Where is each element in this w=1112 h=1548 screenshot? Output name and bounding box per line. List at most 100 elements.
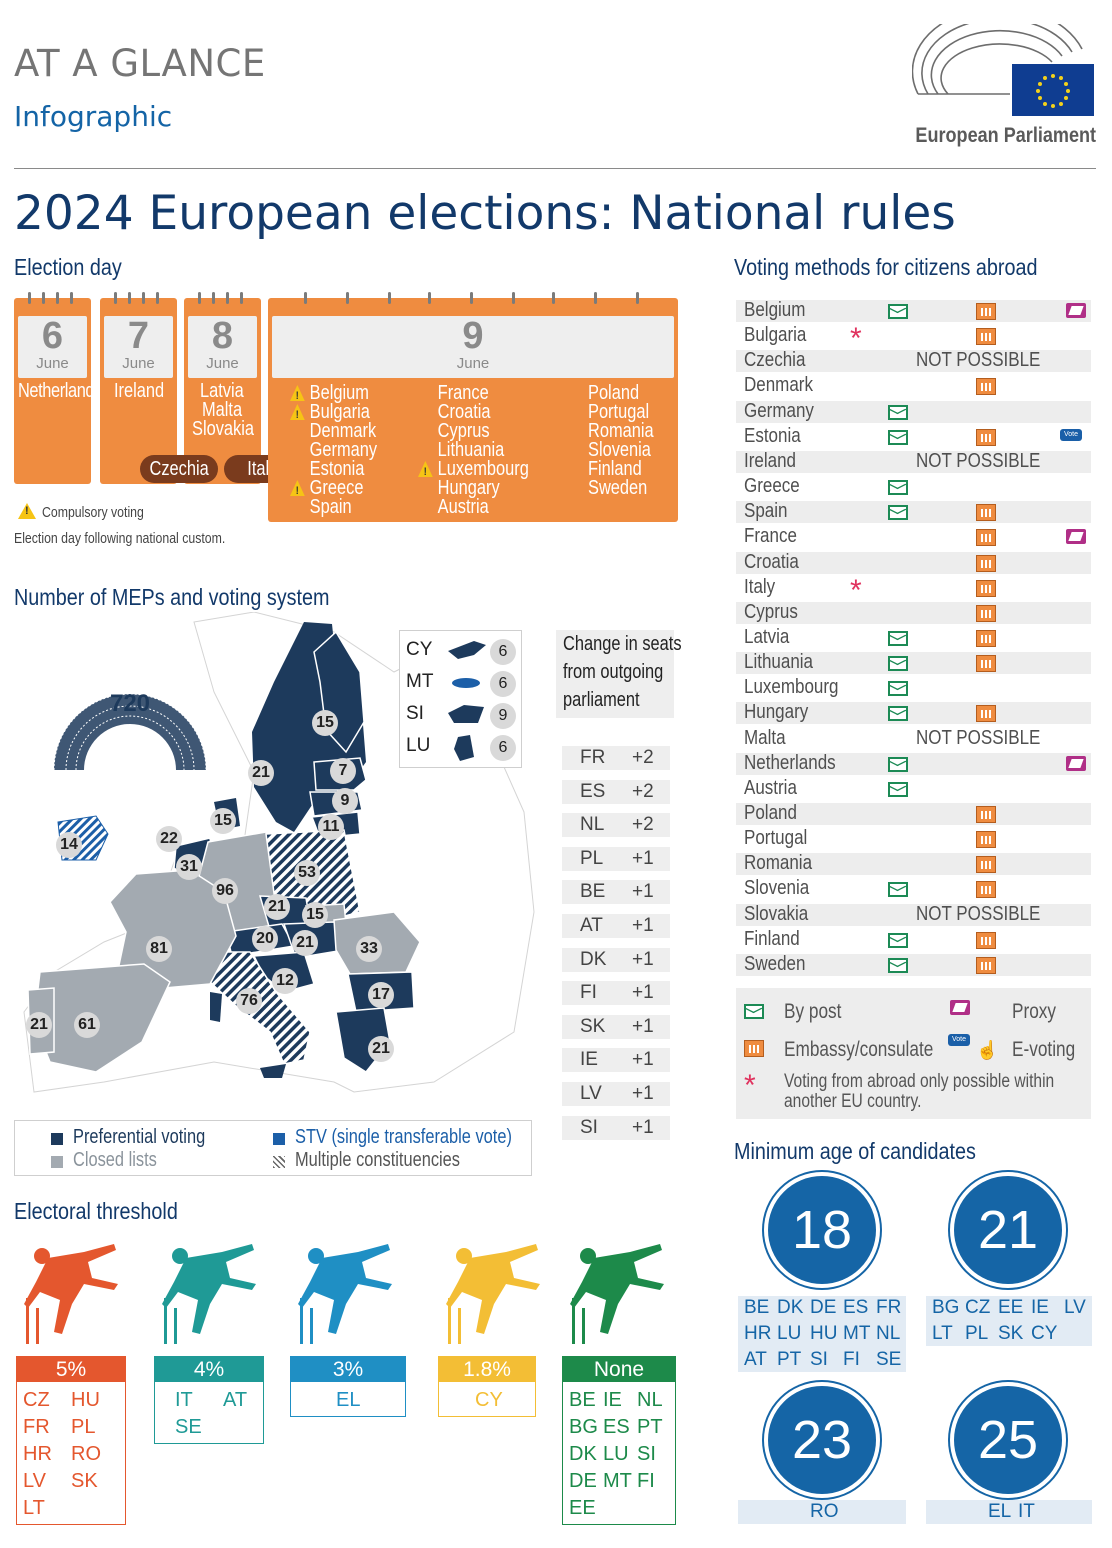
post-icon [888, 706, 908, 722]
country-name: Greece [744, 475, 800, 498]
country-name: France [744, 525, 797, 548]
post-icon [888, 781, 908, 797]
country-name: Slovenia [744, 877, 810, 900]
pointer-hand-icon: ☝ [976, 1040, 999, 1060]
country-name: Malta [202, 399, 243, 421]
seat-change-row: LV +1 [562, 1082, 670, 1106]
proxy-icon [1066, 303, 1086, 318]
country-name: Luxembourg [744, 676, 839, 699]
country-code: SI [810, 1349, 828, 1370]
eu-stars-icon [1036, 74, 1070, 108]
day-number: 7 [127, 315, 150, 357]
post-icon [888, 932, 908, 948]
mep-count: 11 [318, 814, 344, 840]
election-day-note: Election day following national custom. [14, 530, 226, 547]
voting-method-row: Luxembourg [736, 676, 1091, 700]
day-number: 6 [41, 315, 64, 357]
voting-method-row: Estonia Vote [736, 425, 1091, 448]
seat-change-value: +1 [632, 1015, 654, 1037]
legend-closed: Closed lists [73, 1149, 157, 1171]
post-icon [888, 756, 908, 772]
embassy-icon [976, 655, 996, 673]
seat-change-row: NL +2 [562, 813, 670, 838]
seat-change-code: PL [580, 847, 604, 869]
country-code: DE [569, 1470, 597, 1492]
proxy-icon [1066, 529, 1086, 545]
seat-change-code: DK [580, 948, 607, 970]
small-state-shapes [448, 641, 486, 761]
country-code: EL [336, 1389, 361, 1411]
calendar-day-9: 9 June Belgium Bulgaria Denmark Germany … [268, 292, 678, 522]
state-seats: 6 [490, 639, 516, 665]
country-code: IT [1018, 1501, 1035, 1522]
jumper-icon [22, 1238, 118, 1348]
post-icon [888, 304, 908, 319]
mep-count: 12 [272, 968, 298, 994]
mep-count: 96 [212, 878, 238, 904]
page-title: 2024 European elections: National rules [14, 186, 956, 241]
day9-col1: Belgium Bulgaria Denmark Germany Estonia… [290, 383, 396, 517]
meps-title: Number of MEPs and voting system [14, 584, 330, 610]
country-code: IE [1031, 1297, 1049, 1318]
proxy-icon [950, 1000, 970, 1015]
seat-change-value: +1 [632, 1083, 654, 1104]
proxy-icon [1066, 755, 1086, 771]
voting-method-row: Finland [736, 928, 1091, 951]
country-name: Bulgaria [744, 324, 807, 347]
seat-change-row: PL +1 [562, 846, 670, 871]
seat-change-code: LV [580, 1083, 602, 1104]
country-name: Cyprus [744, 600, 798, 623]
threshold-box: 1.8% CY [438, 1356, 536, 1417]
embassy-icon [976, 831, 996, 849]
region-france [109, 869, 237, 989]
mep-count: 14 [56, 832, 82, 858]
embassy-icon [744, 1040, 764, 1057]
country-name: Belgium [744, 299, 806, 321]
country-code: IT [175, 1389, 193, 1411]
country-code: NL [637, 1389, 663, 1411]
seat-change-value: +1 [632, 915, 654, 936]
warning-icon [18, 503, 36, 519]
country-code: MT [603, 1470, 632, 1492]
seat-change-value: +1 [632, 1049, 654, 1071]
country-code: AT [744, 1349, 767, 1370]
voting-method-row: Malta NOT POSSIBLE [736, 727, 1091, 750]
ep-logo: European Parliament [911, 6, 1096, 154]
seat-change-value: +1 [632, 881, 654, 903]
age-circle: 18 [768, 1176, 876, 1284]
voting-method-row: Sweden [736, 953, 1091, 976]
e-voting-icon: Vote [948, 1034, 970, 1046]
country-name: Germany [744, 399, 814, 422]
mep-count: 53 [294, 860, 320, 886]
embassy-icon [976, 956, 996, 974]
country-code: SK [71, 1470, 98, 1492]
country-name: Czechia [744, 349, 806, 372]
mep-count: 76 [236, 988, 262, 1014]
country-code: HR [744, 1323, 772, 1344]
threshold-label: 4% [155, 1357, 263, 1382]
embassy-icon [976, 303, 996, 320]
state-seats: 9 [490, 703, 516, 729]
country-name: Slovakia [192, 418, 254, 440]
legend-swatch [273, 1133, 285, 1145]
voting-method-row: Spain [736, 500, 1091, 524]
country-code: AT [223, 1389, 248, 1411]
post-icon [888, 630, 908, 646]
country-code: BG [932, 1297, 960, 1318]
age-countries: BG CZ EE IE LV LT PL SK CY [926, 1296, 1092, 1346]
country-code: LT [932, 1323, 953, 1344]
voting-method-row: Netherlands [736, 751, 1091, 775]
hemicycle-icon [911, 6, 1094, 116]
country-code: IE [603, 1389, 622, 1411]
embassy-icon [976, 931, 996, 949]
country-name: Netherlands [744, 751, 836, 774]
warning-icon [290, 385, 305, 406]
subtitle: Infographic [14, 100, 173, 133]
post-icon [888, 404, 908, 420]
post-icon [744, 1004, 764, 1019]
country-code: SK [998, 1323, 1024, 1344]
state-seats: 6 [490, 671, 516, 697]
mep-count: 33 [356, 936, 382, 962]
not-possible-label: NOT POSSIBLE [916, 449, 1041, 472]
map-legend: Preferential voting Closed lists STV (si… [14, 1120, 532, 1176]
